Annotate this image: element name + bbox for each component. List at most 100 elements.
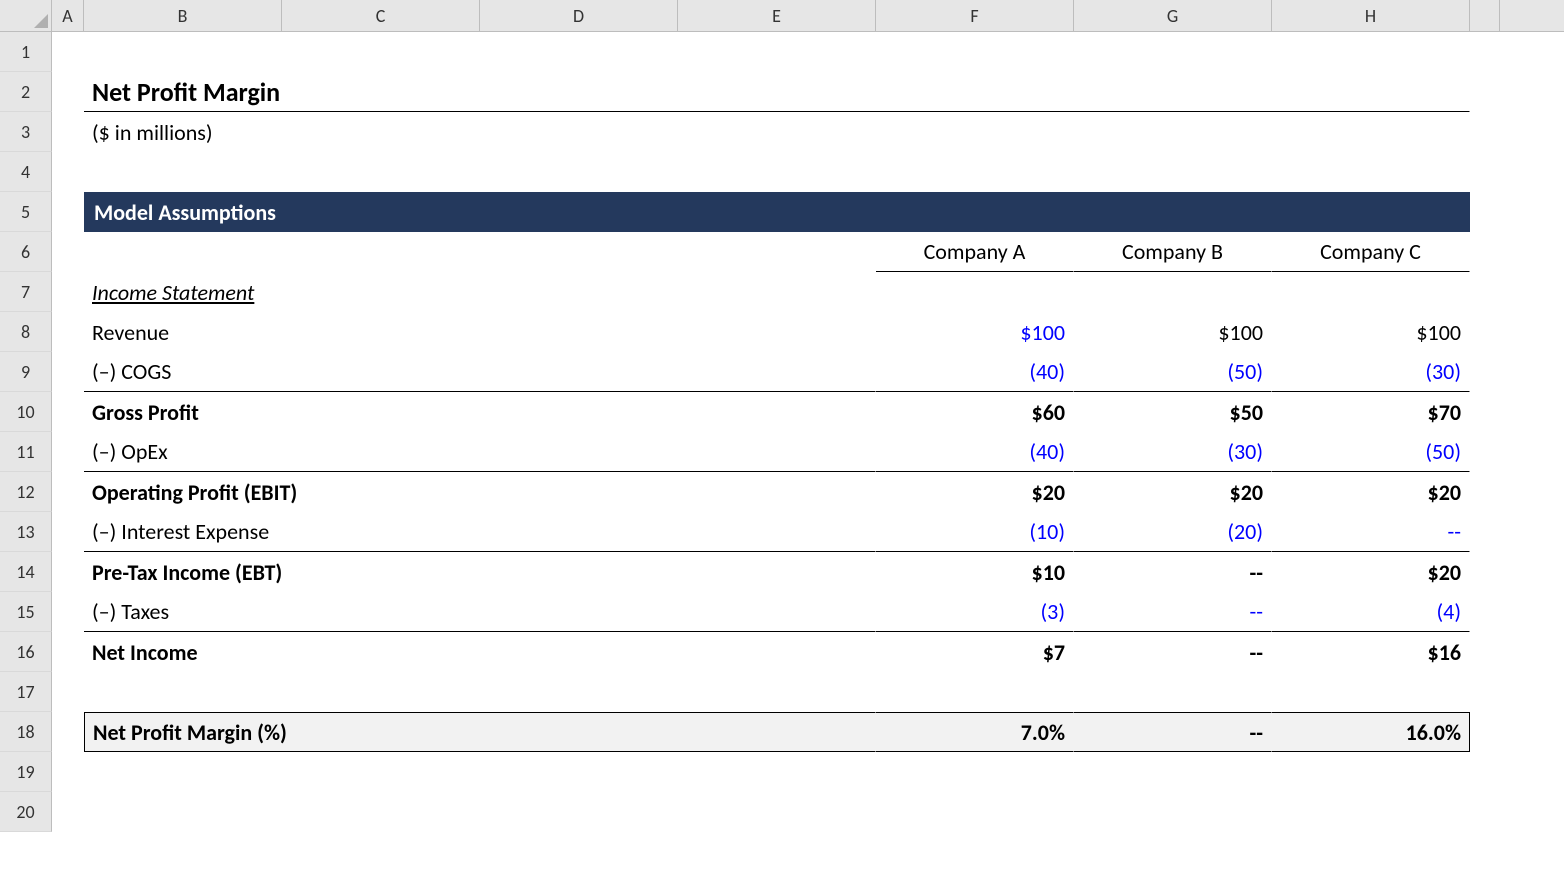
cell-value[interactable]: (30) [1074, 432, 1272, 472]
cell[interactable] [84, 152, 1470, 192]
cell-value[interactable]: $20 [1074, 472, 1272, 512]
cell[interactable] [52, 312, 84, 352]
cell-value[interactable]: (50) [1272, 432, 1470, 472]
cell-value[interactable]: 16.0% [1272, 712, 1470, 752]
cell[interactable] [52, 392, 84, 432]
cell-value[interactable]: 7.0% [876, 712, 1074, 752]
cell[interactable] [52, 112, 84, 152]
row-label-margin[interactable]: Net Profit Margin (%) [84, 712, 876, 752]
cell-value[interactable]: -- [1272, 512, 1470, 552]
section-header[interactable]: Model Assumptions [84, 192, 1470, 232]
cell-value[interactable]: (3) [876, 592, 1074, 632]
cell-value[interactable]: (30) [1272, 352, 1470, 392]
cell[interactable] [282, 232, 480, 272]
page-title[interactable]: Net Profit Margin [84, 72, 1470, 112]
row-header-12[interactable]: 12 [0, 472, 52, 512]
cell-value[interactable]: (40) [876, 352, 1074, 392]
cell-value[interactable]: (40) [876, 432, 1074, 472]
cell[interactable] [678, 272, 876, 312]
cell[interactable] [52, 192, 84, 232]
cell[interactable] [52, 632, 84, 672]
row-header-10[interactable]: 10 [0, 392, 52, 432]
cell-value[interactable]: $60 [876, 392, 1074, 432]
cell[interactable] [678, 232, 876, 272]
row-header-4[interactable]: 4 [0, 152, 52, 192]
row-header-7[interactable]: 7 [0, 272, 52, 312]
cell[interactable] [1074, 272, 1272, 312]
cell-value[interactable]: $20 [1272, 472, 1470, 512]
income-statement-label[interactable]: Income Statement [84, 272, 480, 312]
cell[interactable] [84, 792, 1470, 832]
page-subtitle[interactable]: ($ in millions) [84, 112, 1470, 152]
cell-value[interactable]: -- [1074, 552, 1272, 592]
cell[interactable] [84, 232, 282, 272]
cell-value[interactable]: $70 [1272, 392, 1470, 432]
row-header-17[interactable]: 17 [0, 672, 52, 712]
cell[interactable] [52, 32, 84, 72]
cell[interactable] [52, 472, 84, 512]
col-header-h[interactable]: H [1272, 0, 1470, 31]
row-header-5[interactable]: 5 [0, 192, 52, 232]
cell[interactable] [52, 232, 84, 272]
cell[interactable] [876, 272, 1074, 312]
cell[interactable] [52, 432, 84, 472]
cell[interactable] [52, 712, 84, 752]
cell-value[interactable]: $20 [876, 472, 1074, 512]
select-all-corner[interactable] [0, 0, 52, 31]
row-header-1[interactable]: 1 [0, 32, 52, 72]
cell[interactable] [84, 32, 1470, 72]
row-header-6[interactable]: 6 [0, 232, 52, 272]
row-label-ebit[interactable]: Operating Profit (EBIT) [84, 472, 876, 512]
row-label-cogs[interactable]: (–) COGS [84, 352, 876, 392]
cell-value[interactable]: -- [1074, 632, 1272, 672]
col-header-a[interactable]: A [52, 0, 84, 31]
cell[interactable] [52, 752, 84, 792]
cell-value[interactable]: $50 [1074, 392, 1272, 432]
row-label-taxes[interactable]: (–) Taxes [84, 592, 876, 632]
row-label-netinc[interactable]: Net Income [84, 632, 876, 672]
col-header-d[interactable]: D [480, 0, 678, 31]
cell[interactable] [52, 272, 84, 312]
cell-value[interactable]: $100 [1074, 312, 1272, 352]
company-header-a[interactable]: Company A [876, 232, 1074, 272]
cell-value[interactable]: (20) [1074, 512, 1272, 552]
cell-value[interactable]: (4) [1272, 592, 1470, 632]
row-header-19[interactable]: 19 [0, 752, 52, 792]
col-header-c[interactable]: C [282, 0, 480, 31]
cell[interactable] [52, 72, 84, 112]
cell[interactable] [480, 272, 678, 312]
row-label-interest[interactable]: (–) Interest Expense [84, 512, 876, 552]
row-header-8[interactable]: 8 [0, 312, 52, 352]
cell-value[interactable]: $100 [1272, 312, 1470, 352]
cell-value[interactable]: $7 [876, 632, 1074, 672]
cell[interactable] [52, 592, 84, 632]
col-header-e[interactable]: E [678, 0, 876, 31]
cell-value[interactable]: $20 [1272, 552, 1470, 592]
company-header-b[interactable]: Company B [1074, 232, 1272, 272]
cell[interactable] [1272, 272, 1470, 312]
cell[interactable] [52, 512, 84, 552]
cell[interactable] [84, 752, 1470, 792]
cell[interactable] [52, 552, 84, 592]
cell-value[interactable]: $16 [1272, 632, 1470, 672]
row-header-3[interactable]: 3 [0, 112, 52, 152]
col-header-f[interactable]: F [876, 0, 1074, 31]
col-header-b[interactable]: B [84, 0, 282, 31]
company-header-c[interactable]: Company C [1272, 232, 1470, 272]
cell[interactable] [480, 232, 678, 272]
row-header-16[interactable]: 16 [0, 632, 52, 672]
cell-value[interactable]: (10) [876, 512, 1074, 552]
row-label-revenue[interactable]: Revenue [84, 312, 876, 352]
row-label-ebt[interactable]: Pre-Tax Income (EBT) [84, 552, 876, 592]
cell-value[interactable]: -- [1074, 712, 1272, 752]
row-header-20[interactable]: 20 [0, 792, 52, 832]
cell[interactable] [52, 352, 84, 392]
cell[interactable] [84, 672, 1470, 712]
row-header-18[interactable]: 18 [0, 712, 52, 752]
cell-value[interactable]: $100 [876, 312, 1074, 352]
row-label-opex[interactable]: (–) OpEx [84, 432, 876, 472]
cell-value[interactable]: $10 [876, 552, 1074, 592]
row-header-14[interactable]: 14 [0, 552, 52, 592]
cell-value[interactable]: (50) [1074, 352, 1272, 392]
row-label-gross[interactable]: Gross Profit [84, 392, 876, 432]
